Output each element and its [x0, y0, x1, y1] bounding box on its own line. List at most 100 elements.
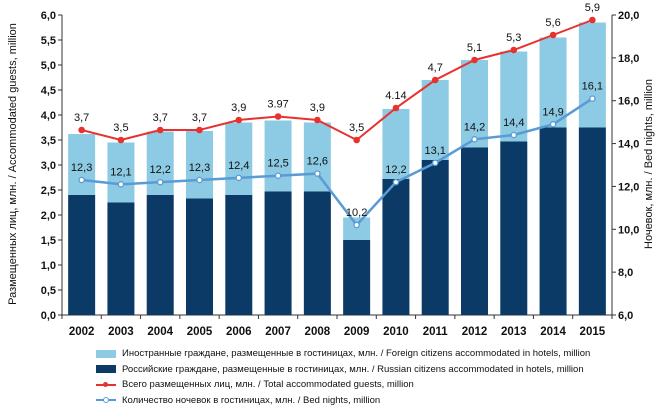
- y-tick-label-right: 10,0: [618, 224, 639, 236]
- bar-foreign: [68, 134, 96, 195]
- total-guests-label: 5,3: [506, 32, 521, 44]
- bed-nights-point: [549, 121, 557, 128]
- legend-item-total: Всего размещенных лиц, млн. / Total acco…: [96, 377, 656, 393]
- legend-swatch-russian: [96, 365, 116, 374]
- total-guests-label: 3,5: [113, 122, 128, 134]
- bar-russian: [539, 127, 567, 315]
- bar-foreign: [186, 131, 213, 199]
- y-tick-label-left: 6,0: [41, 10, 56, 22]
- total-guests-point: [274, 113, 282, 120]
- total-guests-label: 3,7: [74, 112, 89, 124]
- bar-russian: [264, 191, 292, 315]
- y-tick-label-left: 4,5: [41, 85, 56, 97]
- bar-russian: [186, 198, 213, 315]
- total-guests-point: [549, 31, 557, 39]
- bed-nights-label: 12,2: [385, 164, 406, 176]
- y-tick-label-left: 5,5: [41, 35, 56, 47]
- total-guests-label: 5,1: [467, 42, 482, 54]
- x-tick-label: 2008: [305, 326, 331, 338]
- y-tick-label-right: 6,0: [618, 310, 633, 322]
- y-tick-label-left: 4,0: [41, 110, 56, 122]
- axes: 0,0 0,5 1,0 1,5 2,0 2,5 3,0 3,5 4,0 4,5 5,0 5,5 6,0 6…: [41, 10, 640, 338]
- bar-foreign: [500, 51, 528, 142]
- bar-foreign: [303, 122, 331, 192]
- total-guests-line: [81, 19, 593, 142]
- total-guests-label: 3,7: [192, 112, 207, 124]
- bed-nights-line: [81, 97, 594, 227]
- bar-foreign: [107, 142, 135, 203]
- y-tick-label-left: 2,0: [41, 210, 56, 222]
- bar-russian: [578, 127, 606, 315]
- total-guests-point: [196, 126, 203, 134]
- legend-label-russian: Российские граждане, размещенные в гости…: [122, 363, 584, 375]
- total-guests-point: [117, 136, 125, 144]
- data-labels: 3,7 3,5 3,7 3,7 3,9 3.97 3,9 3,5 4.14 4,7 5,1 5,3 5,…: [71, 2, 603, 219]
- total-guests-label: 5,6: [545, 17, 560, 29]
- total-guests-point: [589, 16, 596, 24]
- bar-foreign: [578, 22, 606, 128]
- bed-nights-point: [392, 178, 400, 186]
- y-tick-label-left: 1,5: [41, 235, 56, 247]
- total-guests-point: [235, 116, 243, 124]
- y-tick-label-right: 18,0: [618, 53, 639, 65]
- bed-nights-label: 12,4: [228, 160, 249, 172]
- bed-nights-label: 14,4: [503, 117, 524, 129]
- y-tick-label-left: 3,5: [41, 135, 56, 147]
- y-tick-label-left: 2,5: [41, 185, 56, 197]
- x-tick-label: 2009: [344, 326, 370, 338]
- total-guests-label: 4.14: [385, 90, 406, 102]
- y-tick-label-right: 8,0: [618, 267, 633, 279]
- x-tick-label: 2015: [580, 326, 606, 338]
- lines: [78, 16, 596, 229]
- bed-nights-point: [314, 170, 321, 177]
- bed-nights-label: 13,1: [425, 145, 446, 157]
- y-axis-label-right: Ночевок, млн. / Bed nights, million: [643, 79, 655, 249]
- bed-nights-label: 12,3: [189, 162, 210, 174]
- bar-foreign: [539, 37, 567, 128]
- total-guests-point: [510, 46, 518, 54]
- total-guests-point: [392, 104, 400, 112]
- bed-nights-label: 12,6: [307, 156, 328, 168]
- bar-russian: [500, 141, 528, 315]
- bed-nights-label: 10,2: [346, 207, 367, 219]
- x-tick-label: 2010: [383, 326, 409, 338]
- x-tick-label: 2012: [462, 326, 488, 338]
- x-tick-label: 2004: [147, 326, 173, 338]
- y-tick-label-right: 16,0: [618, 96, 639, 108]
- bar-russian: [343, 240, 371, 315]
- legend-item-foreign: Иностранные граждане, размещенные в гост…: [96, 346, 656, 362]
- x-tick-label: 2003: [108, 326, 134, 338]
- bed-nights-label: 14,9: [542, 106, 563, 118]
- bed-nights-point: [431, 159, 439, 167]
- legend-item-russian: Российские граждане, размещенные в гости…: [96, 362, 656, 378]
- bed-nights-label: 12,1: [110, 166, 131, 178]
- bar-foreign: [225, 122, 253, 195]
- total-guests-label: 3.97: [267, 99, 288, 111]
- total-guests-point: [78, 126, 85, 134]
- x-tick-label: 2014: [540, 326, 566, 338]
- bar-russian: [461, 147, 488, 315]
- bar-foreign: [343, 217, 371, 240]
- y-tick-label-left: 0,5: [41, 285, 56, 297]
- bed-nights-point: [274, 172, 282, 179]
- total-guests-point: [156, 126, 164, 134]
- bar-russian: [303, 191, 331, 315]
- legend-swatch-foreign: [96, 349, 116, 358]
- bar-russian: [421, 160, 449, 315]
- bar-foreign: [382, 109, 410, 179]
- bed-nights-label: 12,5: [267, 158, 288, 170]
- legend: Иностранные граждане, размещенные в гост…: [96, 346, 656, 408]
- total-guests-label: 5,9: [585, 2, 600, 14]
- y-tick-label-left: 5,0: [41, 60, 56, 72]
- y-tick-label-left: 0,0: [41, 310, 56, 322]
- x-tick-label: 2007: [265, 326, 291, 338]
- y-tick-label-right: 20,0: [618, 10, 639, 22]
- bed-nights-label: 14,2: [464, 121, 485, 133]
- total-guests-point: [353, 136, 360, 144]
- total-guests-label: 3,9: [231, 102, 246, 114]
- total-guests-point: [431, 76, 439, 84]
- legend-label-bednights: Количество ночевок в гостиницах, млн. / …: [122, 394, 381, 406]
- x-tick-label: 2002: [69, 326, 95, 338]
- bed-nights-point: [353, 221, 360, 229]
